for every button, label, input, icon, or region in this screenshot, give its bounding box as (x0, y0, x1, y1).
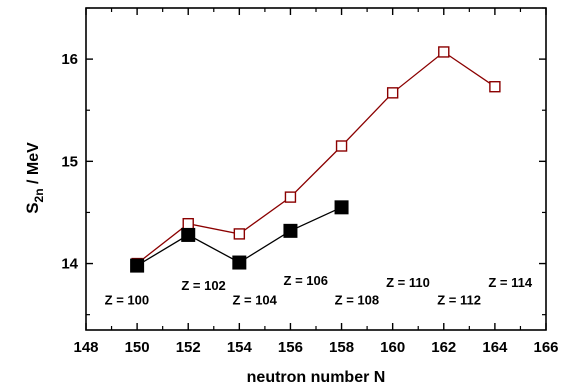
data-point (181, 227, 196, 242)
data-point (182, 217, 194, 230)
x-tick-label: 158 (329, 339, 354, 356)
x-tick-label: 160 (380, 339, 405, 356)
x-tick-label: 166 (533, 339, 558, 356)
y-axis-title-sub: 2n (32, 188, 46, 202)
data-point (284, 191, 297, 203)
x-tick-label: 150 (125, 339, 150, 356)
plot-data (130, 46, 501, 273)
data-point (233, 228, 246, 240)
z-annotation: Z = 104 (232, 292, 277, 307)
data-point (283, 223, 298, 238)
x-tick-label: 156 (278, 339, 303, 356)
z-annotation: Z = 100 (105, 292, 149, 307)
z-annotation: Z = 114 (488, 275, 532, 290)
axes: 148 150 152 154 156 158 160 162 164 166 14 15 16 (61, 7, 559, 356)
x-tick-label: 164 (482, 339, 508, 356)
y-axis-title-main: S (23, 202, 42, 213)
y-tick-label: 14 (61, 256, 78, 273)
series-line-0 (136, 51, 496, 265)
z-annotation: Z = 112 (437, 292, 481, 307)
x-tick-label: 152 (176, 339, 201, 356)
y-axis-title: S2n / MeV (23, 142, 46, 214)
z-annotation: Z = 110 (386, 275, 430, 290)
z-annotation: Z = 108 (335, 292, 379, 307)
x-tick-label: 148 (73, 339, 98, 356)
data-point (438, 46, 450, 58)
x-axis-title: neutron number N (247, 369, 386, 386)
z-annotation: Z = 102 (181, 278, 225, 293)
data-point (334, 200, 349, 215)
y-axis-title-unit: / MeV (25, 142, 42, 189)
data-point (335, 140, 348, 152)
annotations: Z = 100 Z = 102 Z = 104 Z = 106 Z = 108 Z = 1… (105, 273, 533, 307)
data-point (489, 81, 501, 93)
data-point (130, 258, 145, 273)
data-point (232, 255, 247, 270)
z-annotation: Z = 106 (284, 273, 328, 288)
data-point (386, 87, 399, 99)
y-tick-label: 15 (61, 153, 78, 170)
x-tick-label: 162 (431, 339, 456, 356)
y-tick-label: 16 (61, 51, 78, 68)
x-tick-label: 154 (227, 339, 253, 356)
